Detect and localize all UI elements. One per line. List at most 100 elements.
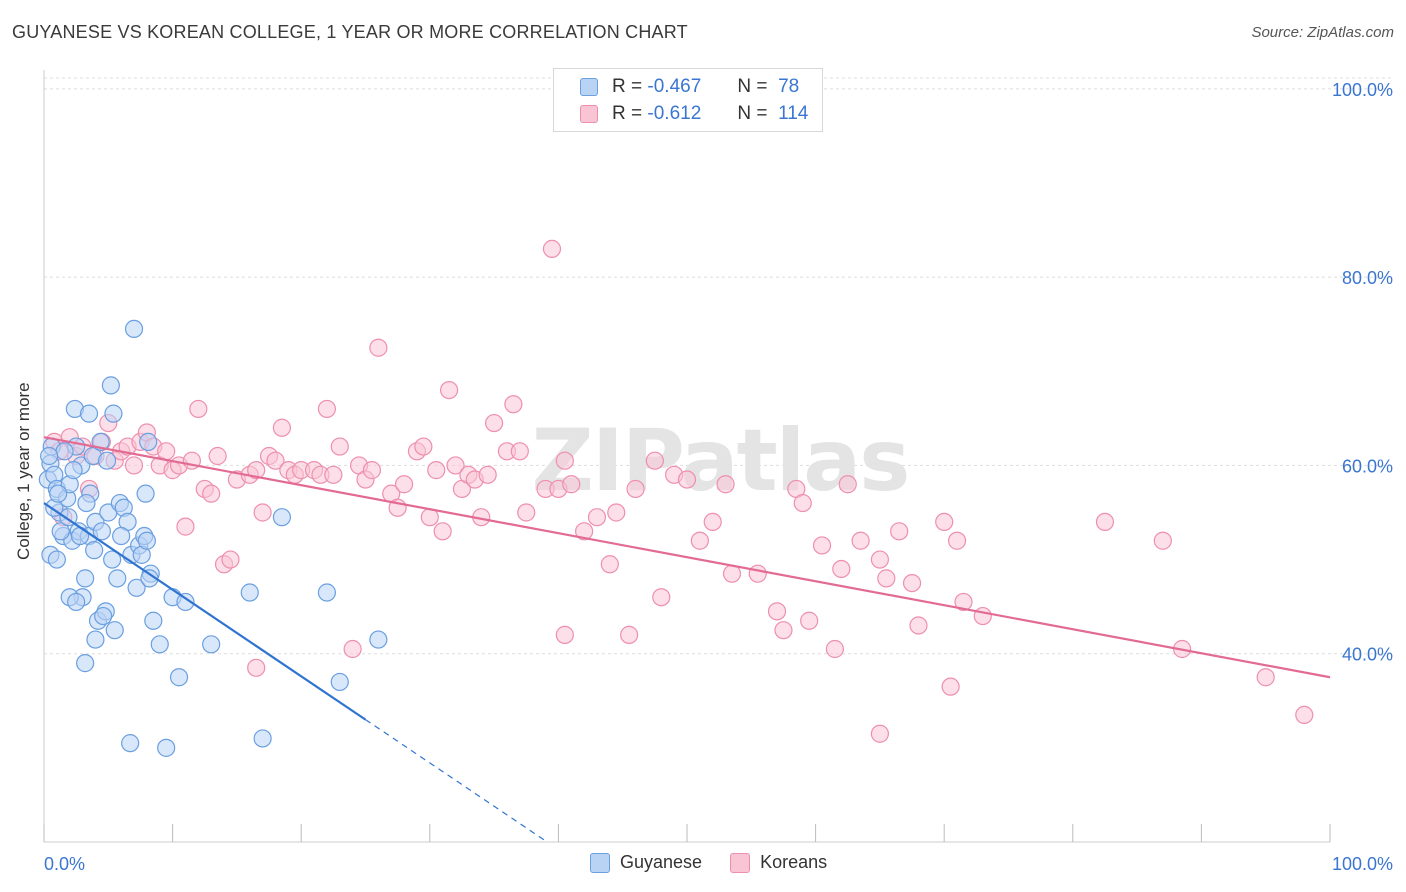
guyanese-point (103, 550, 122, 569)
koreans-point (433, 522, 452, 541)
koreans-point (645, 451, 664, 470)
koreans-point (890, 522, 909, 541)
koreans-point (394, 475, 414, 494)
koreans-point (626, 479, 645, 499)
guyanese-point (369, 630, 388, 649)
koreans-point (941, 677, 960, 696)
koreans-point (247, 658, 266, 677)
n-label: N = (737, 103, 768, 124)
guyanese-point (150, 635, 169, 654)
guyanese-point (121, 734, 140, 753)
koreans-point (555, 625, 574, 644)
koreans-point (935, 512, 954, 532)
source-label: Source: ZipAtlas.com (1251, 24, 1394, 41)
r-label: R = (612, 103, 643, 124)
koreans-point (767, 602, 787, 621)
koreans-point (973, 606, 992, 626)
legend-row-koreans: R = -0.612 N = 114 (580, 102, 808, 126)
guyanese-point (253, 729, 272, 748)
koreans-point (247, 461, 266, 480)
koreans-point (208, 446, 227, 466)
guyanese-swatch (580, 78, 598, 96)
koreans-point (343, 639, 362, 659)
koreans-point (954, 592, 973, 612)
guyanese-swatch (590, 852, 610, 873)
r-label: R = (612, 76, 643, 97)
r-value: -0.467 (647, 76, 702, 97)
x-tick-label: 100.0% (1332, 854, 1393, 874)
n-label: N = (737, 76, 768, 97)
guyanese-point (76, 654, 95, 673)
koreans-point (716, 475, 735, 494)
legend-item-guyanese[interactable]: Guyanese (590, 852, 702, 873)
koreans-point (677, 470, 697, 489)
legend-item-koreans[interactable]: Koreans (730, 852, 827, 873)
koreans-point (221, 550, 240, 569)
koreans-point (587, 508, 607, 527)
koreans-point (902, 573, 922, 593)
koreans-point (870, 550, 890, 569)
n-value: 114 (778, 103, 809, 124)
koreans-point (607, 503, 626, 522)
koreans-point (832, 559, 851, 579)
guyanese-point (97, 451, 117, 470)
koreans-point (124, 456, 144, 475)
y-tick-label: 80.0% (1342, 268, 1393, 288)
guyanese-trend-extension (365, 719, 546, 842)
guyanese-point (139, 432, 158, 451)
koreans-swatch (730, 852, 751, 873)
koreans-point (877, 569, 896, 588)
guyanese-point (86, 630, 105, 649)
koreans-point (575, 522, 594, 541)
koreans-point (838, 475, 857, 494)
koreans-point (774, 621, 793, 640)
legend-label: Koreans (760, 852, 828, 872)
r-value: -0.612 (647, 103, 702, 124)
koreans-point (825, 639, 844, 659)
koreans-point (485, 413, 504, 433)
koreans-point (600, 555, 619, 574)
guyanese-point (79, 404, 99, 423)
guyanese-point (94, 606, 113, 626)
guyanese-point (77, 493, 96, 513)
guyanese-point (101, 376, 120, 395)
guyanese-point (108, 569, 127, 588)
legend-stats: R = -0.467 N = 78 R = -0.612 N = 114 (553, 68, 823, 132)
koreans-point (266, 451, 285, 470)
guyanese-point (317, 583, 337, 602)
koreans-point (555, 451, 574, 470)
guyanese-point (176, 592, 195, 612)
guyanese-point (127, 578, 146, 597)
guyanese-point (240, 583, 259, 602)
koreans-point (202, 484, 221, 503)
koreans-point (330, 437, 349, 456)
legend-label: Guyanese (620, 852, 703, 872)
koreans-point (1256, 668, 1275, 687)
guyanese-point (124, 319, 144, 339)
guyanese-point (85, 541, 104, 560)
koreans-point (562, 475, 581, 494)
koreans-point (620, 625, 639, 644)
koreans-point (652, 588, 671, 607)
guyanese-point (55, 442, 74, 461)
koreans-point (517, 503, 536, 522)
guyanese-point (202, 635, 221, 654)
koreans-point (947, 531, 967, 550)
koreans-trend-line (43, 436, 1331, 679)
koreans-point (439, 380, 459, 400)
guyanese-point (136, 484, 155, 503)
koreans-point (189, 399, 208, 419)
guyanese-point (67, 592, 86, 612)
koreans-point (253, 503, 272, 522)
guyanese-point (157, 738, 176, 757)
koreans-point (478, 465, 497, 484)
koreans-point (690, 531, 709, 550)
koreans-point (317, 399, 337, 419)
koreans-point (362, 461, 382, 480)
koreans-point (1295, 705, 1314, 725)
koreans-point (793, 493, 812, 513)
trend-lines (43, 436, 1331, 842)
koreans-point (542, 239, 562, 258)
guyanese-point (330, 672, 349, 692)
koreans-point (851, 531, 870, 550)
